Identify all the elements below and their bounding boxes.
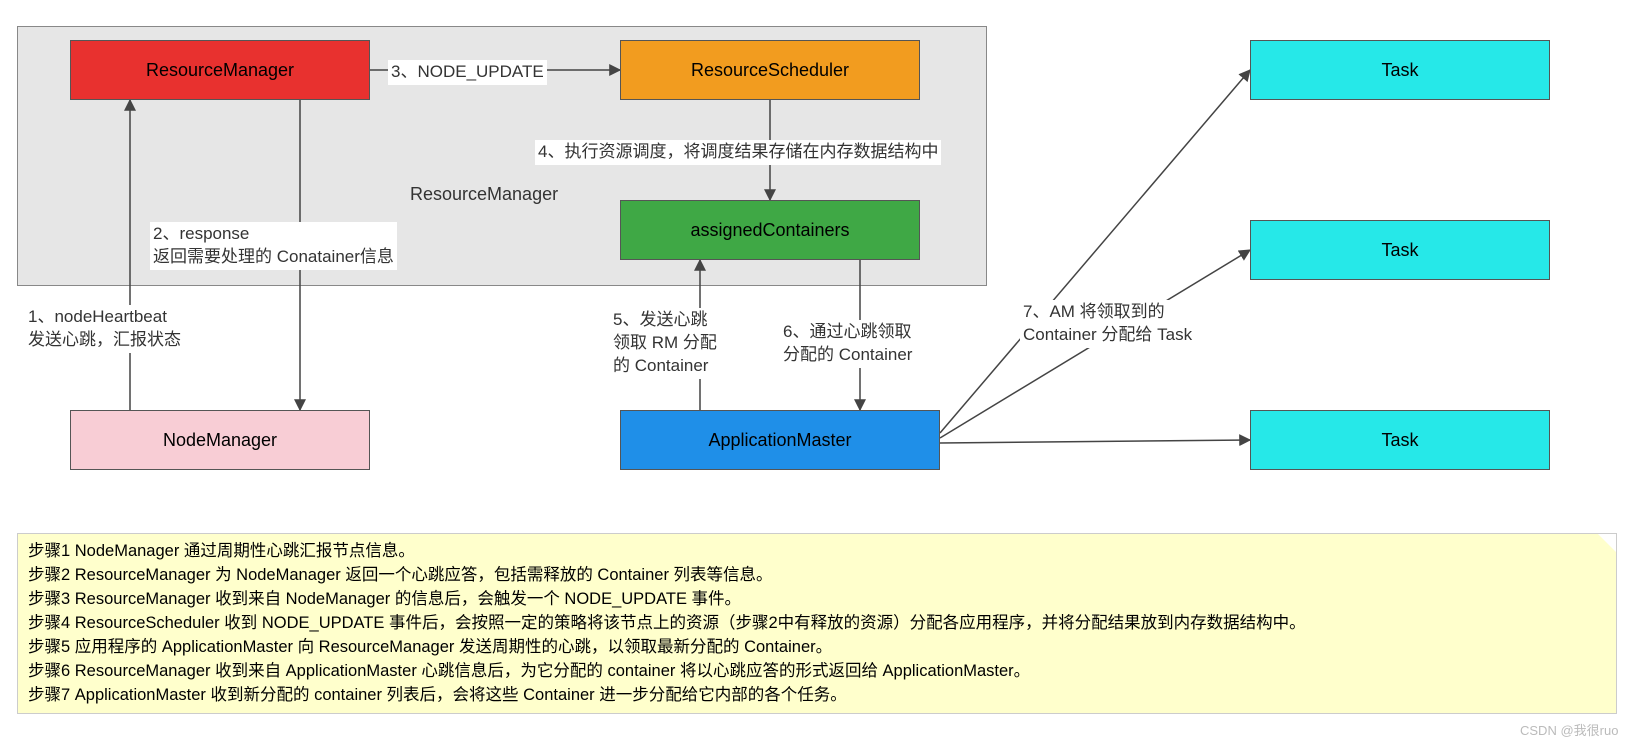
edge-label-1: 1、nodeHeartbeat发送心跳，汇报状态 (25, 305, 184, 353)
note-line: 步骤4 ResourceScheduler 收到 NODE_UPDATE 事件后… (28, 612, 1606, 636)
note-line: 步骤7 ApplicationMaster 收到新分配的 container 列… (28, 684, 1606, 708)
sched-label: ResourceScheduler (691, 60, 849, 81)
node-application-master: ApplicationMaster (620, 410, 940, 470)
node-assigned-containers: assignedContainers (620, 200, 920, 260)
node-resource-manager: ResourceManager (70, 40, 370, 100)
node-resource-scheduler: ResourceScheduler (620, 40, 920, 100)
t1-label: Task (1381, 60, 1418, 81)
note-line: 步骤1 NodeManager 通过周期性心跳汇报节点信息。 (28, 540, 1606, 564)
node-node-manager: NodeManager (70, 410, 370, 470)
edge-label-2: 2、response返回需要处理的 Conatainer信息 (150, 222, 397, 270)
am-label: ApplicationMaster (708, 430, 851, 451)
ac-label: assignedContainers (690, 220, 849, 241)
edge-label-7: 7、AM 将领取到的Container 分配给 Task (1020, 300, 1195, 348)
note-line: 步骤6 ResourceManager 收到来自 ApplicationMast… (28, 660, 1606, 684)
node-task-3: Task (1250, 410, 1550, 470)
edge-label-4: 4、执行资源调度，将调度结果存储在内存数据结构中 (535, 140, 941, 165)
node-task-1: Task (1250, 40, 1550, 100)
note-line: 步骤5 应用程序的 ApplicationMaster 向 ResourceMa… (28, 636, 1606, 660)
edge-label-5: 5、发送心跳领取 RM 分配的 Container (610, 308, 720, 379)
t2-label: Task (1381, 240, 1418, 261)
note-line: 步骤2 ResourceManager 为 NodeManager 返回一个心跳… (28, 564, 1606, 588)
rm-container-label: ResourceManager (410, 184, 558, 205)
t3-label: Task (1381, 430, 1418, 451)
node-task-2: Task (1250, 220, 1550, 280)
nm-label: NodeManager (163, 430, 277, 451)
note-line: 步骤3 ResourceManager 收到来自 NodeManager 的信息… (28, 588, 1606, 612)
watermark: CSDN @我很ruo (1520, 720, 1618, 739)
edge-label-6: 6、通过心跳领取分配的 Container (780, 320, 915, 368)
edge-label-3: 3、NODE_UPDATE (388, 60, 547, 85)
rm-label: ResourceManager (146, 60, 294, 81)
notes-box: 步骤1 NodeManager 通过周期性心跳汇报节点信息。步骤2 Resour… (17, 533, 1617, 714)
